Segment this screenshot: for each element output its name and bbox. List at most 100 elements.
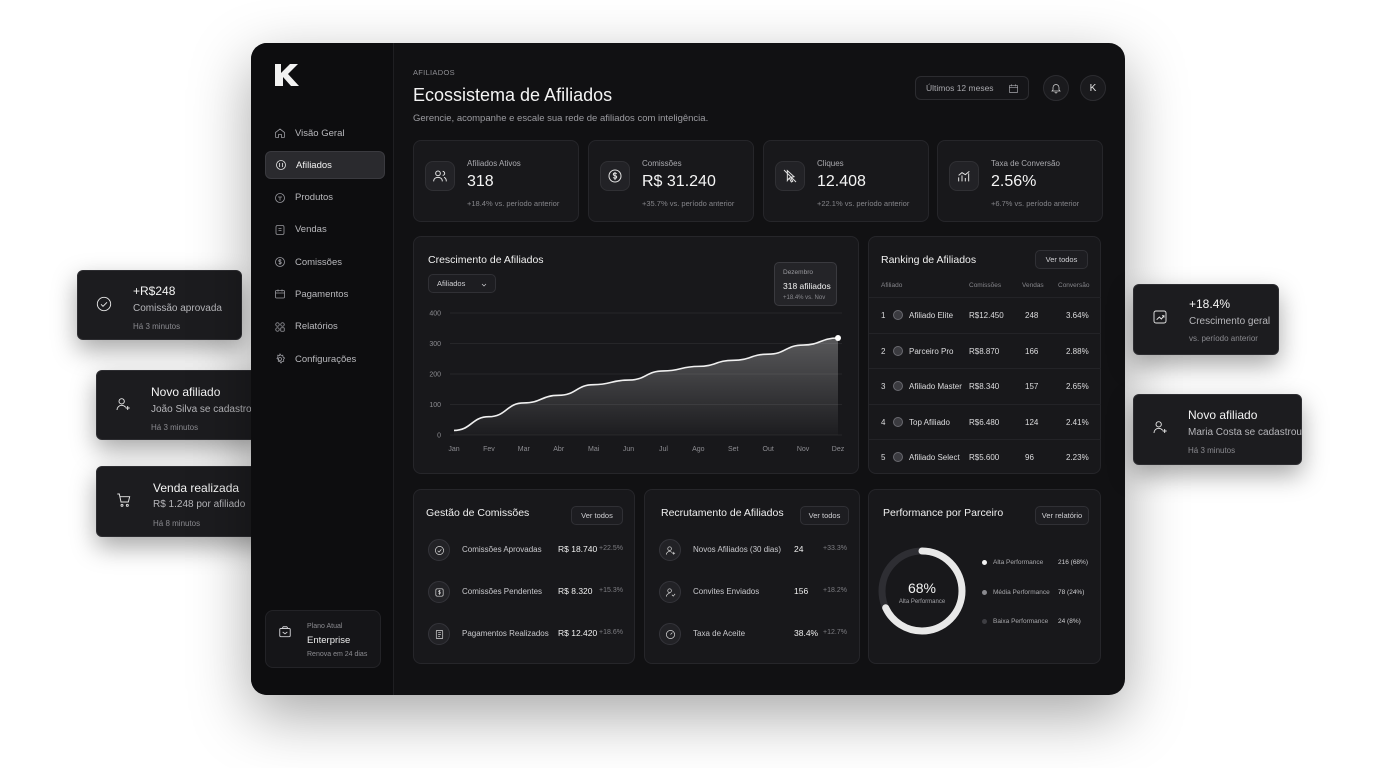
x-tick-label: Jul xyxy=(659,446,668,453)
list-item[interactable]: Novos Afiliados (30 dias) 24 +33.3% xyxy=(645,530,861,572)
row-value: 24 xyxy=(794,544,804,554)
button-label: Ver todos xyxy=(1045,255,1078,264)
toast-sale[interactable]: Venda realizada R$ 1.248 por afiliado Há… xyxy=(96,466,272,537)
affiliate-commission: R$8.340 xyxy=(969,382,1000,392)
x-tick-label: Set xyxy=(728,446,739,453)
legend-dot xyxy=(982,590,987,595)
sidebar-item-label: Vendas xyxy=(295,224,327,236)
data-point[interactable] xyxy=(835,335,841,342)
list-item[interactable]: Convites Enviados 156 +18.2% xyxy=(645,572,861,614)
affiliate-name: Afiliado Select xyxy=(909,453,960,463)
breadcrumb: AFILIADOS xyxy=(413,68,455,77)
sidebar-item-overview[interactable]: Visão Geral xyxy=(265,119,385,147)
ranking-title: Ranking de Afiliados xyxy=(881,254,977,266)
toast-new-affiliate-2[interactable]: Novo afiliado Maria Costa se cadastrou H… xyxy=(1133,394,1302,465)
table-row[interactable]: 5 Afiliado Select R$5.600 96 2.23% xyxy=(869,439,1101,475)
affiliate-sales: 96 xyxy=(1025,453,1034,463)
cart-icon xyxy=(113,489,135,511)
dollar-icon xyxy=(600,161,630,191)
rank-number: 4 xyxy=(881,417,886,427)
kpi-card-clicks: Cliques 12.408 +22.1% vs. período anteri… xyxy=(763,140,929,222)
sidebar-item-label: Produtos xyxy=(295,192,334,204)
sidebar-item-payments[interactable]: Pagamentos xyxy=(265,280,385,308)
toast-text: João Silva se cadastrou xyxy=(151,404,258,415)
main-content: AFILIADOS Ecossistema de Afiliados Geren… xyxy=(394,43,1125,695)
toast-new-affiliate-1[interactable]: Novo afiliado João Silva se cadastrou Há… xyxy=(96,370,263,440)
x-tick-label: Jun xyxy=(623,446,634,453)
performance-title: Performance por Parceiro xyxy=(883,507,1004,519)
series-line xyxy=(453,337,839,432)
table-row[interactable]: 4 Top Afiliado R$6.480 124 2.41% xyxy=(869,403,1101,440)
gauge-icon xyxy=(659,623,681,645)
date-range-select[interactable]: Últimos 12 meses xyxy=(915,76,1029,100)
sidebar-item-commissions[interactable]: Comissões xyxy=(265,248,385,276)
legend-label: Média Performance xyxy=(993,589,1050,596)
chevron-down-icon xyxy=(481,283,487,287)
row-label: Novos Afiliados (30 dias) xyxy=(693,545,782,554)
table-row[interactable]: 1 Afiliado Elite R$12.450 248 3.64% xyxy=(869,297,1101,333)
row-delta: +18.6% xyxy=(599,629,623,636)
calendar-icon xyxy=(1009,84,1018,93)
commissions-title: Gestão de Comissões xyxy=(426,507,530,519)
legend-value: 24 (8%) xyxy=(1058,618,1081,625)
donut-arc xyxy=(878,547,966,635)
toast-title: Novo afiliado xyxy=(151,385,221,399)
affiliate-badge-icon xyxy=(893,416,903,427)
performance-donut xyxy=(878,547,966,635)
toast-commission-approved[interactable]: +R$248 Comissão aprovada Há 3 minutos xyxy=(77,270,242,340)
toast-title: Novo afiliado xyxy=(1188,408,1258,422)
check-circle-icon xyxy=(428,539,450,561)
rank-number: 3 xyxy=(881,382,886,392)
kpi-value: R$ 31.240 xyxy=(642,173,716,190)
affiliate-badge-icon xyxy=(893,345,903,356)
button-label: Ver todos xyxy=(808,511,841,520)
growth-chart-card: Crescimento de Afiliados Afiliados 0 100 2… xyxy=(413,236,859,474)
row-delta: +18.2% xyxy=(823,587,847,594)
commissions-view-all-button[interactable]: Ver todos xyxy=(571,506,623,525)
table-row[interactable]: 3 Afiliado Master R$8.340 157 2.65% xyxy=(869,368,1101,404)
current-plan-card[interactable]: Plano Atual Enterprise Renova em 24 dias xyxy=(265,610,381,668)
tooltip-month: Dezembro xyxy=(783,269,813,276)
notifications-button[interactable] xyxy=(1043,75,1069,101)
sidebar-item-reports[interactable]: Relatórios xyxy=(265,313,385,341)
grid-icon xyxy=(275,322,285,332)
tooltip-value: 318 afiliados xyxy=(783,281,831,291)
row-delta: +12.7% xyxy=(823,629,847,636)
list-item[interactable]: Comissões Aprovadas R$ 18.740 +22.5% xyxy=(414,530,636,572)
wallet-icon xyxy=(275,289,285,299)
sidebar-item-settings[interactable]: Configurações xyxy=(265,345,385,373)
affiliate-commission: R$6.480 xyxy=(969,417,1000,427)
toast-title: Venda realizada xyxy=(153,481,240,495)
list-item[interactable]: Pagamentos Realizados R$ 12.420 +18.6% xyxy=(414,614,636,656)
kpi-label: Comissões xyxy=(642,159,682,168)
performance-card: Performance por Parceiro Ver relatório 6… xyxy=(868,489,1101,664)
recruitment-card: Recrutamento de Afiliados Ver todos Novo… xyxy=(644,489,860,664)
recruitment-view-all-button[interactable]: Ver todos xyxy=(800,506,849,525)
series-select[interactable]: Afiliados xyxy=(428,274,496,293)
affiliate-commission: R$8.870 xyxy=(969,346,1000,356)
toast-time: Há 3 minutos xyxy=(1188,446,1236,455)
table-row[interactable]: 2 Parceiro Pro R$8.870 166 2.88% xyxy=(869,332,1101,369)
sidebar-item-label: Configurações xyxy=(295,353,357,365)
sidebar-item-products[interactable]: Produtos xyxy=(265,184,385,212)
kpi-card-conversion: Taxa de Conversão 2.56% +6.7% vs. períod… xyxy=(937,140,1103,222)
sidebar-item-sales[interactable]: Vendas xyxy=(265,216,385,244)
kpi-delta: +6.7% vs. período anterior xyxy=(991,199,1080,208)
sidebar-nav: Visão Geral Afiliados Produtos Vendas Co… xyxy=(265,119,385,377)
sidebar-item-affiliates[interactable]: Afiliados xyxy=(265,151,385,180)
ranking-view-all-button[interactable]: Ver todos xyxy=(1035,250,1088,269)
affiliate-conversion: 3.64% xyxy=(1066,311,1089,320)
recruitment-title: Recrutamento de Afiliados xyxy=(661,507,784,519)
row-delta: +15.3% xyxy=(599,587,623,594)
plan-name: Enterprise xyxy=(307,635,351,646)
list-item[interactable]: Comissões Pendentes R$ 8.320 +15.3% xyxy=(414,572,636,614)
toast-growth[interactable]: +18.4% Crescimento geral vs. período ant… xyxy=(1133,284,1279,355)
plan-label: Plano Atual xyxy=(307,623,343,630)
row-label: Comissões Aprovadas xyxy=(462,545,542,554)
x-tick-label: Out xyxy=(763,446,774,453)
kpi-delta: +18.4% vs. período anterior xyxy=(467,199,560,208)
y-tick-label: 100 xyxy=(429,402,441,409)
performance-report-button[interactable]: Ver relatório xyxy=(1035,506,1089,525)
list-item[interactable]: Taxa de Aceite 38.4% +12.7% xyxy=(645,614,861,656)
avatar[interactable]: K xyxy=(1080,75,1106,101)
